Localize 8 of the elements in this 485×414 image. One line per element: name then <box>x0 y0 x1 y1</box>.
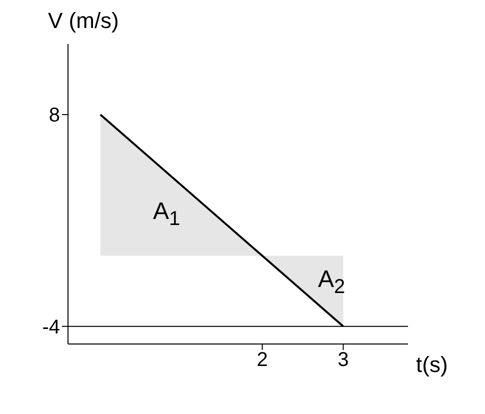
y-axis-title: V (m/s) <box>48 8 120 34</box>
y-tick-label: -4 <box>42 316 60 338</box>
x-tick-label: 2 <box>256 349 268 372</box>
annotation: A$_{1}$ <box>153 198 180 231</box>
x-tick-label: 3 <box>338 349 349 372</box>
y-tick-label: 8 <box>48 104 60 127</box>
x-axis-title: t(s) <box>416 352 448 377</box>
annotation: A$_{2}$ <box>318 266 346 299</box>
